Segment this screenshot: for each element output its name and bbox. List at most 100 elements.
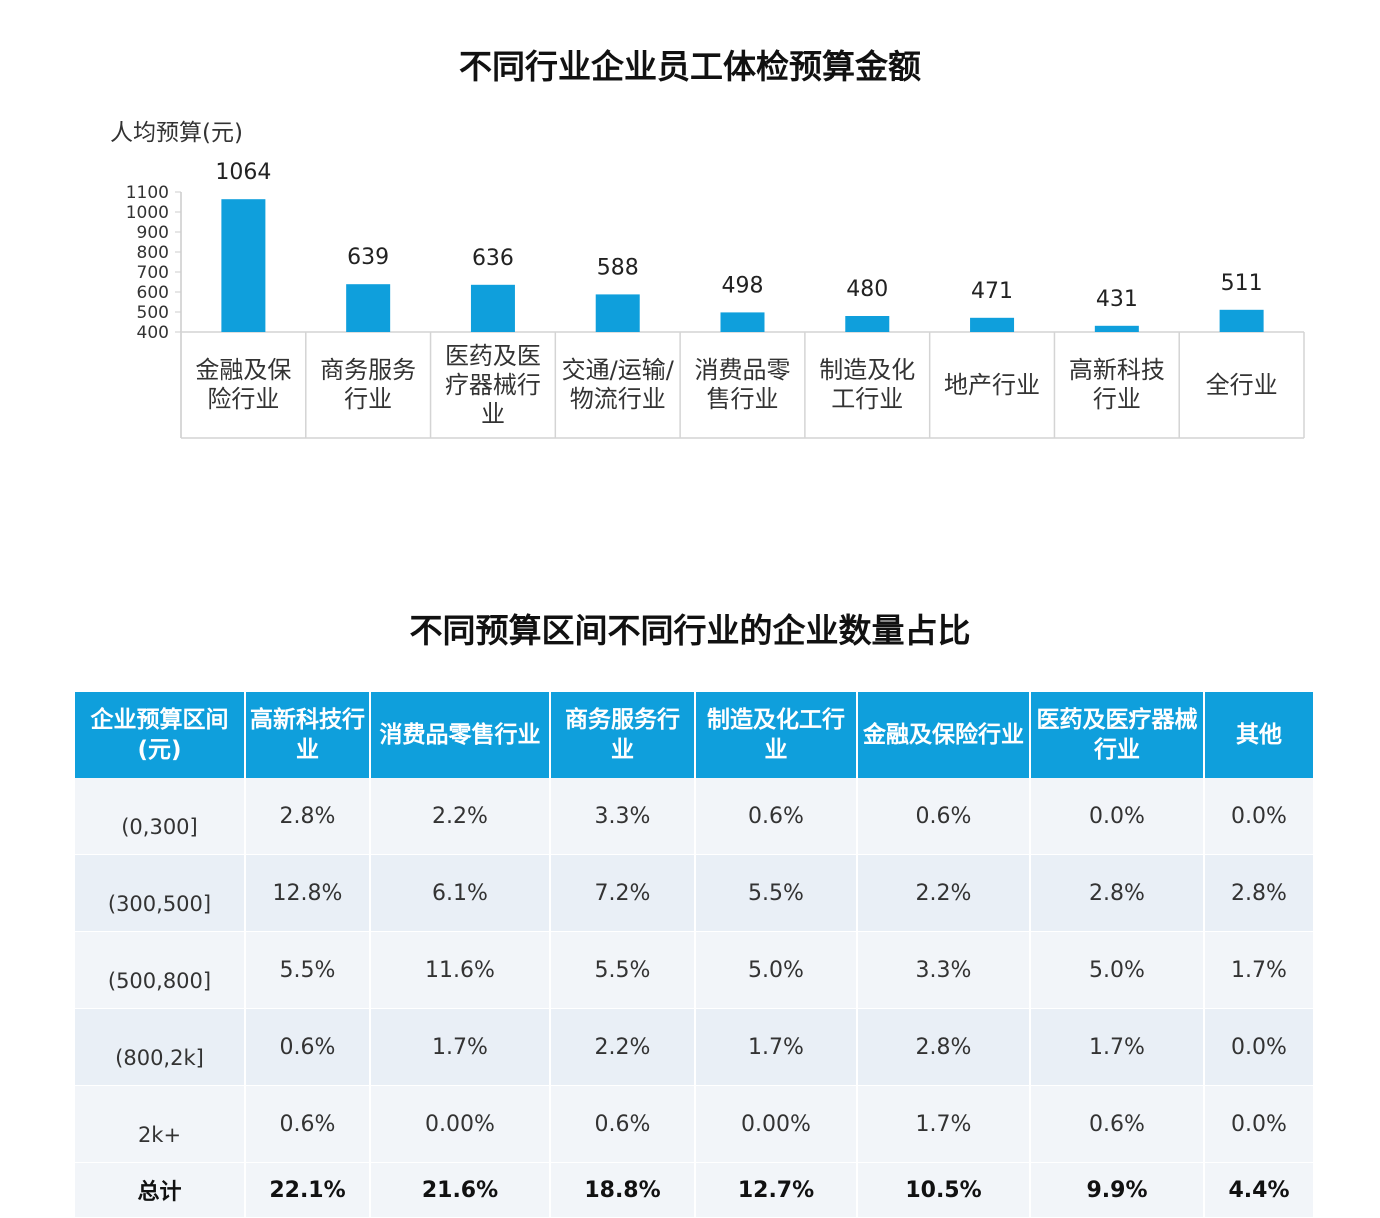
percentage-cell: 3.3% [550, 778, 696, 855]
percentage-cell: 0.0% [1204, 778, 1313, 855]
bar [970, 317, 1015, 332]
x-category-label: 全行业 [1205, 370, 1278, 399]
percentage-cell: 12.7% [695, 1162, 858, 1218]
percentage-cell: 0.00% [695, 1085, 858, 1163]
header-budget-range: 企业预算区间(元) [75, 692, 246, 778]
percentage-cell: 0.6% [695, 778, 858, 855]
y-tick-label: 1000 [126, 203, 169, 223]
bar [595, 294, 640, 332]
percentage-cell: 0.0% [1204, 1008, 1313, 1086]
table-total-row: 总计 22.1% 21.6% 18.8% 12.7% 10.5% 9.9% 4.4% [75, 1162, 1313, 1218]
percentage-cell: 12.8% [245, 854, 371, 932]
percentage-cell: 2.8% [1030, 854, 1205, 932]
y-tick-label: 600 [137, 283, 169, 303]
bar [1219, 309, 1264, 332]
percentage-cell: 0.6% [550, 1085, 696, 1163]
table-row: 2k+ 0.6% 0.00% 0.6% 0.00% 1.7% 0.6% 0.0% [75, 1085, 1313, 1163]
x-category-label: 医药及医疗器械行业 [444, 341, 541, 428]
x-category-label: 金融及保险行业 [195, 356, 292, 413]
bar [221, 199, 266, 332]
header-manufacturing: 制造及化工行业 [695, 692, 858, 778]
header-finance: 金融及保险行业 [857, 692, 1031, 778]
percentage-cell: 21.6% [370, 1162, 551, 1218]
table-row: (500,800] 5.5% 11.6% 5.5% 5.0% 3.3% 5.0% 1.7% [75, 931, 1313, 1009]
x-category-label: 交通/运输/物流行业 [561, 356, 674, 413]
percentage-cell: 2.8% [1204, 854, 1313, 932]
percentage-cell: 1.7% [695, 1008, 858, 1086]
y-tick-label: 400 [137, 323, 169, 343]
percentage-cell: 1.7% [370, 1008, 551, 1086]
bar [470, 284, 515, 332]
percentage-cell: 1.7% [1030, 1008, 1205, 1086]
budget-range-cell: (300,500] [75, 854, 246, 932]
bar [845, 316, 890, 332]
percentage-cell: 5.5% [550, 931, 696, 1009]
budget-range-cell: (0,300] [75, 778, 246, 855]
percentage-cell: 2.8% [857, 1008, 1031, 1086]
bar-value-label: 471 [971, 279, 1013, 304]
y-axis-label: 人均预算(元) [110, 120, 243, 146]
header-other: 其他 [1204, 692, 1313, 778]
percentage-cell: 22.1% [245, 1162, 371, 1218]
percentage-cell: 4.4% [1204, 1162, 1313, 1218]
budget-range-cell: (800,2k] [75, 1008, 246, 1086]
percentage-cell: 2.8% [245, 778, 371, 855]
x-category-label: 消费品零售行业 [694, 356, 791, 413]
budget-distribution-table: 企业预算区间(元) 高新科技行业 消费品零售行业 商务服务行业 制造及化工行业 … [75, 692, 1313, 1218]
bar-value-label: 431 [1096, 287, 1138, 312]
percentage-cell: 0.6% [1030, 1085, 1205, 1163]
y-tick-label: 1100 [126, 183, 169, 203]
header-consumer-retail: 消费品零售行业 [370, 692, 551, 778]
table-row: (0,300] 2.8% 2.2% 3.3% 0.6% 0.6% 0.0% 0.0% [75, 778, 1313, 855]
percentage-cell: 1.7% [857, 1085, 1031, 1163]
table-row: (300,500] 12.8% 6.1% 7.2% 5.5% 2.2% 2.8% 2.8% [75, 854, 1313, 932]
percentage-cell: 10.5% [857, 1162, 1031, 1218]
percentage-cell: 0.6% [857, 778, 1031, 855]
percentage-cell: 1.7% [1204, 931, 1313, 1009]
percentage-cell: 0.0% [1030, 778, 1205, 855]
header-hightech: 高新科技行业 [245, 692, 371, 778]
percentage-cell: 7.2% [550, 854, 696, 932]
header-pharma: 医药及医疗器械行业 [1030, 692, 1205, 778]
percentage-cell: 5.0% [695, 931, 858, 1009]
header-business-services: 商务服务行业 [550, 692, 696, 778]
x-category-label: 地产行业 [944, 370, 1041, 399]
percentage-cell: 5.5% [245, 931, 371, 1009]
percentage-cell: 5.5% [695, 854, 858, 932]
bar [346, 284, 391, 332]
bar-value-label: 511 [1221, 271, 1263, 296]
bar [720, 312, 765, 332]
budget-range-cell: (500,800] [75, 931, 246, 1009]
percentage-cell: 2.2% [857, 854, 1031, 932]
y-tick-label: 800 [137, 243, 169, 263]
percentage-cell: 0.6% [245, 1008, 371, 1086]
bar-value-label: 588 [597, 255, 639, 280]
bar [1094, 325, 1139, 332]
percentage-cell: 0.00% [370, 1085, 551, 1163]
x-category-label: 高新科技行业 [1068, 356, 1165, 413]
percentage-cell: 5.0% [1030, 931, 1205, 1009]
percentage-cell: 18.8% [550, 1162, 696, 1218]
bar-value-label: 639 [347, 245, 389, 270]
table-row: (800,2k] 0.6% 1.7% 2.2% 1.7% 2.8% 1.7% 0.0% [75, 1008, 1313, 1086]
percentage-cell: 0.0% [1204, 1085, 1313, 1163]
budget-range-cell: 总计 [75, 1162, 246, 1218]
percentage-cell: 3.3% [857, 931, 1031, 1009]
percentage-cell: 2.2% [550, 1008, 696, 1086]
bar-value-label: 498 [722, 273, 764, 298]
percentage-cell: 2.2% [370, 778, 551, 855]
y-tick-label: 700 [137, 263, 169, 283]
bar-value-label: 636 [472, 246, 514, 271]
y-tick-label: 900 [137, 223, 169, 243]
percentage-cell: 9.9% [1030, 1162, 1205, 1218]
percentage-cell: 0.6% [245, 1085, 371, 1163]
percentage-cell: 6.1% [370, 854, 551, 932]
bar-value-label: 480 [846, 277, 888, 302]
y-tick-label: 500 [137, 303, 169, 323]
chart-title: 不同行业企业员工体检预算金额 [459, 47, 921, 86]
bar-value-label: 1064 [215, 160, 271, 185]
x-category-label: 商务服务行业 [320, 356, 417, 413]
table-header-row: 企业预算区间(元) 高新科技行业 消费品零售行业 商务服务行业 制造及化工行业 … [75, 692, 1313, 778]
percentage-cell: 11.6% [370, 931, 551, 1009]
